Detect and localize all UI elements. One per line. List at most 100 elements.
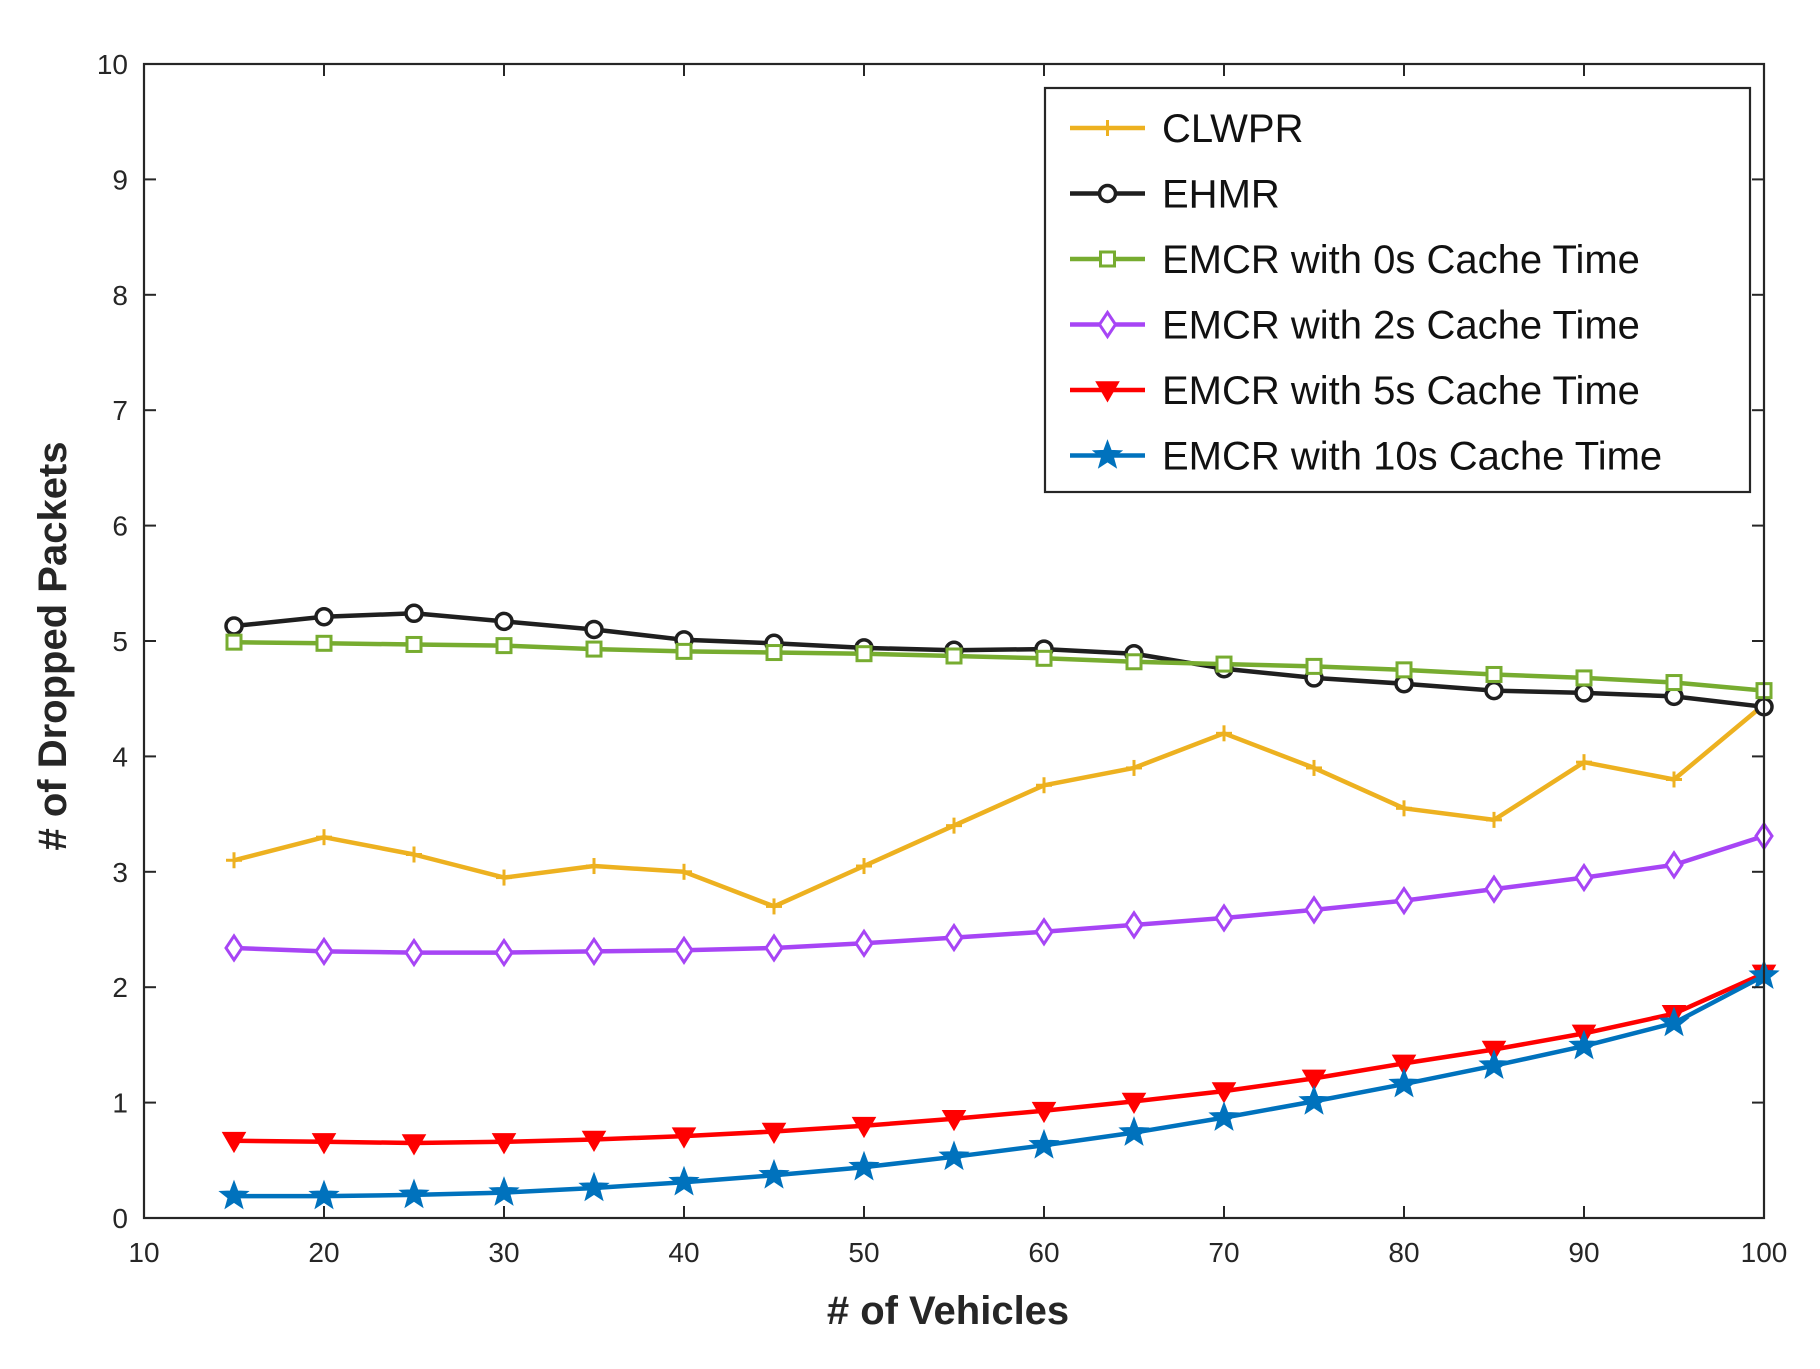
data-point: [938, 1140, 970, 1171]
data-point: [491, 1133, 517, 1155]
legend-label: EMCR with 2s Cache Time: [1162, 304, 1640, 348]
series-line: [233, 639, 1765, 693]
x-tick-label: 20: [308, 1237, 339, 1268]
data-point: [1391, 1054, 1417, 1076]
data-point: [1301, 1069, 1327, 1091]
series-2: [225, 633, 1773, 700]
data-point: [1484, 874, 1504, 904]
data-point: [1121, 1092, 1147, 1114]
data-point: [398, 1178, 430, 1209]
data-point: [308, 1179, 340, 1210]
data-point: [581, 1130, 607, 1153]
data-point: [406, 846, 422, 863]
data-point: [945, 647, 963, 665]
series-line: [233, 611, 1765, 710]
data-point: [1208, 1101, 1240, 1131]
data-point: [1666, 771, 1682, 788]
x-tick-label: 90: [1568, 1237, 1599, 1268]
data-point: [404, 937, 424, 968]
data-point: [1478, 1049, 1510, 1079]
x-tick-label: 80: [1388, 1237, 1419, 1268]
data-point: [495, 637, 513, 655]
y-tick-label: 1: [112, 1088, 128, 1119]
data-point: [494, 937, 514, 968]
data-point: [315, 634, 333, 652]
x-tick-label: 40: [668, 1237, 699, 1268]
data-point: [584, 619, 604, 640]
legend-label: EMCR with 10s Cache Time: [1162, 435, 1662, 479]
series-3: [224, 821, 1774, 968]
x-axis-label: # of Vehicles: [827, 1289, 1069, 1333]
data-point: [1665, 674, 1683, 692]
legend-item: EMCR with 10s Cache Time: [1070, 435, 1662, 479]
legend-swatch-marker: [1097, 309, 1118, 340]
data-point: [854, 928, 874, 959]
data-point: [856, 858, 872, 875]
data-point: [401, 1134, 427, 1156]
series-line: [234, 973, 1766, 1199]
y-tick-label: 6: [112, 511, 128, 542]
x-tick-label: 70: [1208, 1237, 1239, 1268]
data-point: [1568, 1029, 1600, 1060]
data-point: [316, 829, 332, 846]
data-point: [674, 935, 694, 965]
legend-swatch-marker: [1091, 439, 1124, 469]
data-point: [1396, 800, 1412, 817]
data-point: [224, 616, 244, 636]
data-point: [405, 635, 423, 653]
y-tick-label: 10: [97, 49, 128, 80]
y-tick-label: 4: [112, 741, 128, 772]
y-tick-label: 3: [112, 857, 128, 888]
data-point: [1574, 683, 1594, 703]
legend-label: EMCR with 5s Cache Time: [1162, 369, 1640, 413]
data-point: [1125, 653, 1143, 671]
data-point: [314, 936, 334, 967]
data-point: [944, 922, 964, 953]
legend-swatch-marker: [1097, 183, 1118, 204]
data-point: [1576, 754, 1592, 771]
data-point: [1658, 1006, 1690, 1037]
legend-swatch-marker: [1095, 381, 1120, 403]
data-point: [764, 933, 784, 963]
data-point: [1664, 850, 1684, 880]
data-point: [1388, 1067, 1420, 1098]
data-point: [1485, 665, 1503, 683]
series-line: [233, 702, 1766, 909]
data-point: [1304, 895, 1324, 925]
legend-item: EMCR with 2s Cache Time: [1070, 304, 1640, 348]
y-axis-label: # of Dropped Packets: [31, 441, 75, 850]
data-point: [496, 869, 512, 886]
legend-item: CLWPR: [1070, 107, 1303, 151]
series-line: [233, 971, 1765, 1146]
data-point: [855, 645, 873, 663]
data-point: [226, 852, 242, 869]
x-tick-label: 60: [1028, 1237, 1059, 1268]
data-point: [1575, 669, 1593, 687]
data-point: [225, 633, 243, 651]
data-point: [1216, 725, 1232, 742]
data-point: [218, 1179, 250, 1210]
data-point: [946, 817, 962, 834]
data-point: [1395, 661, 1413, 679]
y-tick-label: 5: [112, 626, 128, 657]
x-tick-label: 30: [488, 1237, 519, 1268]
x-tick-label: 50: [848, 1237, 879, 1268]
data-point: [1028, 1128, 1060, 1159]
data-point: [1484, 680, 1504, 701]
data-point: [221, 1131, 247, 1154]
data-point: [1118, 1116, 1150, 1146]
y-tick-label: 7: [112, 395, 128, 426]
y-tick-label: 8: [112, 280, 128, 311]
data-point: [1034, 917, 1054, 947]
data-point: [494, 611, 514, 632]
legend-label: CLWPR: [1162, 107, 1303, 151]
data-point: [578, 1171, 610, 1202]
legend-label: EHMR: [1162, 173, 1280, 217]
data-point: [671, 1127, 697, 1149]
data-point: [675, 642, 693, 660]
data-point: [758, 1158, 790, 1189]
data-point: [311, 1133, 337, 1155]
legend-swatch-marker: [1099, 120, 1116, 136]
